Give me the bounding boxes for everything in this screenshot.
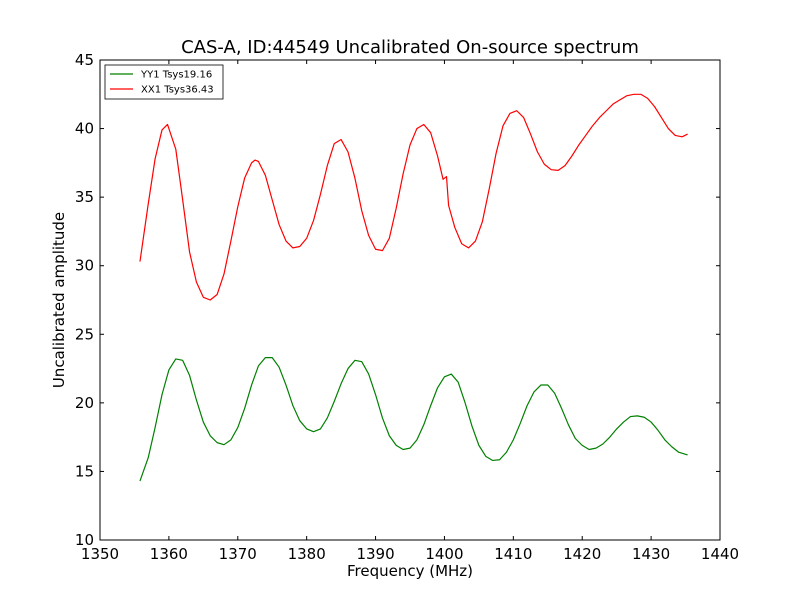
x-tick-label: 1360 [150, 545, 188, 563]
y-tick-label: 15 [75, 462, 94, 480]
y-tick-label: 30 [75, 257, 94, 275]
y-tick-label: 35 [75, 188, 94, 206]
ticks-layer: 1350 1360 1370 1380 1390 1400 1410 1420 1430 1440… [75, 51, 739, 563]
legend: YY1 Tsys19.16 XX1 Tsys36.43 [104, 64, 224, 100]
x-tick-label: 1420 [563, 545, 601, 563]
y-tick-label: 25 [75, 325, 94, 343]
series-line-xx1 [139, 93, 688, 301]
x-tick-label: 1390 [356, 545, 394, 563]
series-layer [139, 93, 688, 482]
y-tick-label: 20 [75, 394, 94, 412]
y-tick-label: 10 [75, 531, 94, 549]
x-tick-label: 1350 [81, 545, 119, 563]
x-tick-label: 1440 [701, 545, 739, 563]
x-tick-label: 1380 [288, 545, 326, 563]
y-tick-label: 40 [75, 120, 94, 138]
legend-box [104, 64, 224, 100]
legend-label-yy1: YY1 Tsys19.16 [140, 70, 212, 81]
y-axis-label: Uncalibrated amplitude [50, 212, 68, 388]
x-tick-label: 1400 [425, 545, 463, 563]
x-tick-label: 1370 [219, 545, 257, 563]
legend-label-xx1: XX1 Tsys36.43 [141, 85, 214, 96]
x-axis-label: Frequency (MHz) [347, 562, 473, 580]
y-tick-label: 45 [75, 51, 94, 69]
plot-area [100, 60, 720, 540]
chart-title: CAS-A, ID:44549 Uncalibrated On-source s… [181, 37, 639, 58]
plot-frame [99, 59, 721, 541]
series-line-yy1 [139, 357, 688, 482]
x-tick-label: 1410 [494, 545, 532, 563]
x-tick-label: 1430 [632, 545, 670, 563]
